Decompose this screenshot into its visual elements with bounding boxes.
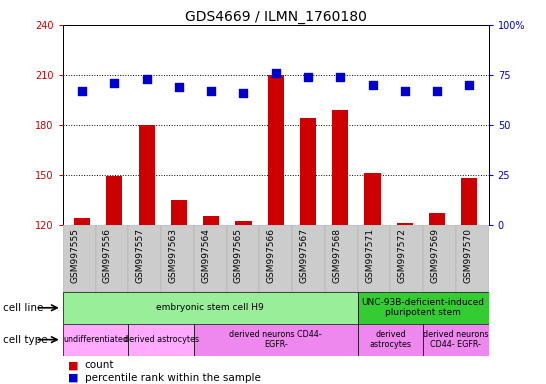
Point [110, 80, 119, 86]
Text: cell line: cell line [3, 303, 43, 313]
Text: embryonic stem cell H9: embryonic stem cell H9 [156, 303, 264, 312]
Bar [390, 225, 423, 292]
Point [143, 76, 151, 82]
Bar [235, 221, 252, 384]
Point [78, 88, 86, 94]
Bar [203, 216, 219, 384]
Bar [332, 110, 348, 384]
Bar [365, 173, 381, 384]
Text: GSM997572: GSM997572 [398, 228, 407, 283]
Point [400, 88, 409, 94]
Text: GSM997557: GSM997557 [136, 228, 145, 283]
Bar [397, 223, 413, 384]
Text: GSM997567: GSM997567 [300, 228, 308, 283]
Text: derived neurons
CD44- EGFR-: derived neurons CD44- EGFR- [423, 330, 489, 349]
Text: ■: ■ [68, 360, 79, 370]
Bar [96, 225, 128, 292]
Bar [63, 324, 128, 356]
Point [304, 74, 312, 80]
Bar [268, 75, 284, 384]
Text: ■: ■ [68, 373, 79, 383]
Text: GSM997555: GSM997555 [70, 228, 79, 283]
Bar [161, 225, 194, 292]
Bar [461, 178, 477, 384]
Bar [194, 324, 358, 356]
Bar [128, 225, 161, 292]
Bar [456, 225, 489, 292]
Text: count: count [85, 360, 114, 370]
Bar [292, 225, 325, 292]
Point [465, 82, 474, 88]
Bar [128, 324, 194, 356]
Point [368, 82, 377, 88]
Text: percentile rank within the sample: percentile rank within the sample [85, 373, 260, 383]
Bar [74, 218, 90, 384]
Bar [63, 292, 358, 324]
Bar [194, 225, 227, 292]
Bar [106, 176, 122, 384]
Title: GDS4669 / ILMN_1760180: GDS4669 / ILMN_1760180 [185, 10, 367, 24]
Text: GSM997565: GSM997565 [234, 228, 243, 283]
Text: GSM997566: GSM997566 [267, 228, 276, 283]
Text: cell type: cell type [3, 334, 48, 345]
Text: derived
astrocytes: derived astrocytes [370, 330, 411, 349]
Point [271, 70, 280, 76]
Bar [429, 213, 445, 384]
Bar [423, 225, 456, 292]
Bar [139, 125, 155, 384]
Bar [358, 225, 390, 292]
Text: derived neurons CD44-
EGFR-: derived neurons CD44- EGFR- [229, 330, 322, 349]
Point [336, 74, 345, 80]
Bar [358, 292, 489, 324]
Text: GSM997564: GSM997564 [201, 228, 210, 283]
Text: GSM997569: GSM997569 [431, 228, 440, 283]
Bar [259, 225, 292, 292]
Bar [358, 324, 423, 356]
Bar [325, 225, 358, 292]
Point [175, 84, 183, 90]
Bar [227, 225, 259, 292]
Text: GSM997556: GSM997556 [103, 228, 112, 283]
Text: GSM997568: GSM997568 [333, 228, 341, 283]
Text: GSM997563: GSM997563 [169, 228, 177, 283]
Bar [300, 118, 316, 384]
Point [207, 88, 216, 94]
Point [239, 90, 248, 96]
Text: derived astrocytes: derived astrocytes [123, 335, 199, 344]
Bar [423, 324, 489, 356]
Text: GSM997571: GSM997571 [365, 228, 374, 283]
Bar [171, 200, 187, 384]
Point [432, 88, 441, 94]
Text: undifferentiated: undifferentiated [63, 335, 128, 344]
Text: UNC-93B-deficient-induced
pluripotent stem: UNC-93B-deficient-induced pluripotent st… [361, 298, 485, 318]
Bar [63, 225, 96, 292]
Text: GSM997570: GSM997570 [464, 228, 472, 283]
